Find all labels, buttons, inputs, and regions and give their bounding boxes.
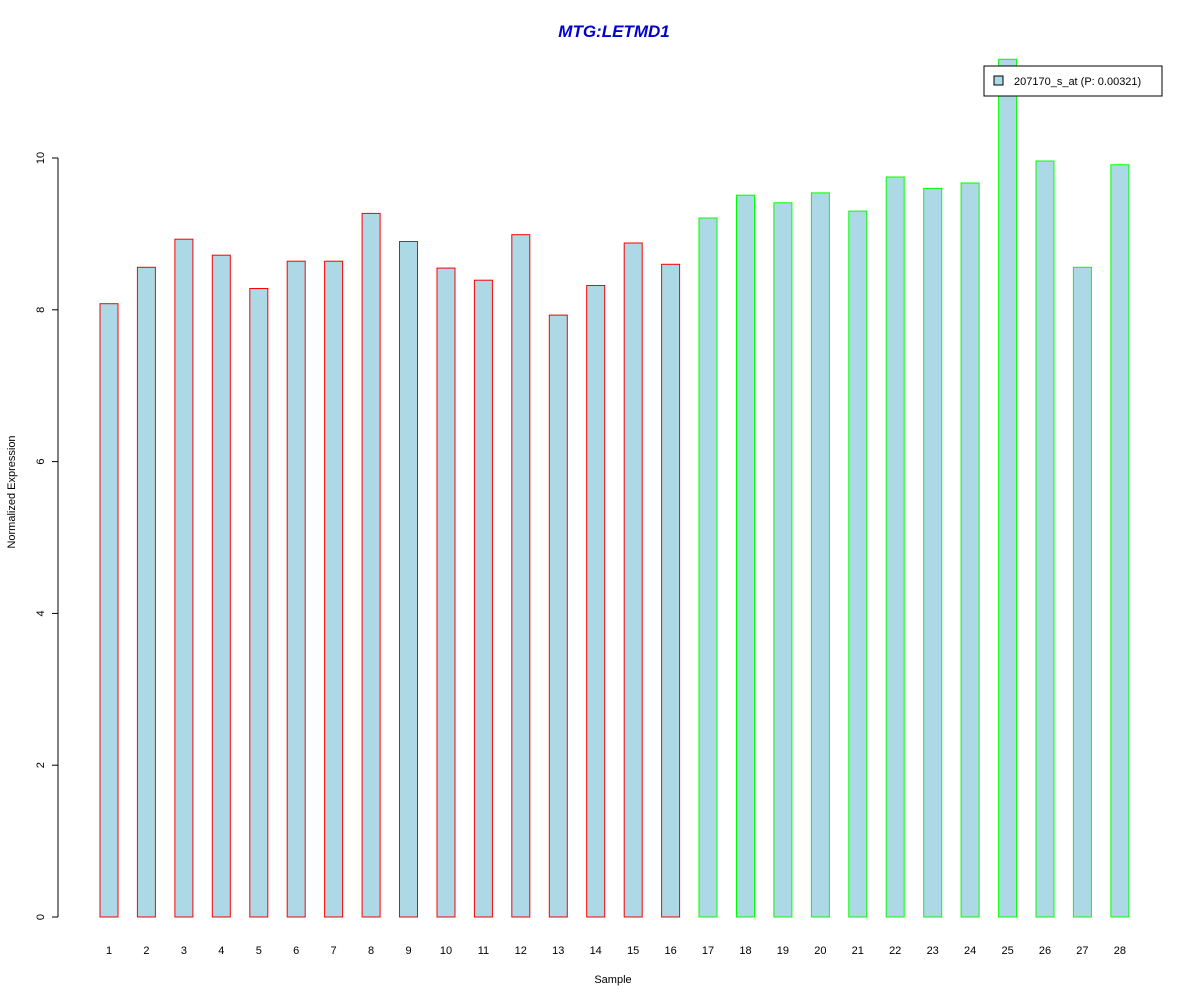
- bar-sample-16: [661, 263, 681, 918]
- x-tick-labels: 1 2 3 4 5 6 7 8 9 10 11 12 13 14 15 16 17 18 19 20 21 22 23 24 2…: [106, 945, 1126, 957]
- bar-sample-1: [99, 303, 119, 918]
- y-tick-label: 6: [35, 459, 47, 465]
- bar-sample-4: [211, 254, 231, 918]
- chart-title: MTG:LETMD1: [558, 22, 669, 41]
- bar-sample-11: [473, 279, 493, 918]
- bar-sample-15: [623, 242, 643, 918]
- x-tick-label: 4: [218, 945, 224, 957]
- x-axis-label: Sample: [594, 974, 631, 986]
- x-tick-label: 3: [181, 945, 187, 957]
- x-tick-label: 27: [1076, 945, 1088, 957]
- x-tick-label: 9: [405, 945, 411, 957]
- bar-sample-22: [885, 176, 905, 918]
- x-tick-label: 24: [964, 945, 976, 957]
- x-tick-label: 5: [256, 945, 262, 957]
- x-tick-label: 16: [664, 945, 676, 957]
- bar-sample-8: [361, 212, 381, 918]
- x-tick-label: 17: [702, 945, 714, 957]
- x-tick-label: 20: [814, 945, 826, 957]
- bar-sample-26: [1035, 160, 1055, 918]
- x-tick-label: 18: [739, 945, 751, 957]
- x-tick-label: 12: [515, 945, 527, 957]
- bar-sample-28: [1110, 164, 1130, 918]
- bar-sample-23: [923, 187, 943, 918]
- x-tick-label: 7: [331, 945, 337, 957]
- y-axis: 0 2 4 6 8 10: [35, 152, 59, 920]
- bar-sample-10: [436, 267, 456, 918]
- bar-sample-5: [249, 288, 269, 918]
- x-tick-label: 22: [889, 945, 901, 957]
- y-axis-label: Normalized Expression: [6, 435, 18, 548]
- x-tick-label: 28: [1114, 945, 1126, 957]
- bar-sample-7: [324, 260, 344, 918]
- x-tick-label: 19: [777, 945, 789, 957]
- legend-swatch: [993, 75, 1004, 86]
- x-tick-label: 10: [440, 945, 452, 957]
- x-tick-label: 11: [478, 945, 489, 957]
- bar-sample-3: [174, 238, 194, 918]
- legend-box: [983, 65, 1163, 97]
- bar-sample-27: [1072, 266, 1092, 918]
- y-tick-label: 10: [35, 152, 47, 164]
- bars-group: [99, 58, 1130, 918]
- bar-sample-9: [399, 241, 418, 918]
- bar-sample-25: [998, 58, 1018, 918]
- x-tick-label: 23: [927, 945, 939, 957]
- y-tick-label: 0: [35, 914, 47, 920]
- bar-sample-18: [736, 194, 755, 918]
- x-tick-label: 14: [590, 945, 602, 957]
- x-tick-label: 13: [552, 945, 564, 957]
- y-tick-label: 4: [35, 610, 47, 616]
- y-tick-label: 2: [35, 762, 47, 768]
- x-tick-label: 26: [1039, 945, 1051, 957]
- bar-sample-21: [848, 210, 868, 918]
- bar-sample-13: [548, 314, 568, 918]
- x-tick-label: 6: [293, 945, 299, 957]
- bar-sample-17: [698, 217, 718, 918]
- bar-sample-19: [773, 202, 793, 918]
- x-tick-label: 25: [1001, 945, 1013, 957]
- bar-sample-6: [286, 260, 306, 918]
- bar-sample-12: [511, 234, 531, 918]
- bar-sample-2: [136, 266, 156, 918]
- bar-sample-20: [810, 192, 830, 918]
- bar-sample-14: [586, 285, 606, 918]
- x-tick-label: 15: [627, 945, 639, 957]
- y-tick-label: 8: [35, 307, 47, 313]
- legend-label: 207170_s_at (P: 0.00321): [1014, 76, 1141, 88]
- legend: 207170_s_at (P: 0.00321): [983, 65, 1163, 97]
- x-tick-label: 8: [368, 945, 374, 957]
- bar-sample-24: [960, 182, 980, 918]
- x-tick-label: 2: [143, 945, 149, 957]
- x-tick-label: 21: [852, 945, 864, 957]
- x-tick-label: 1: [106, 945, 112, 957]
